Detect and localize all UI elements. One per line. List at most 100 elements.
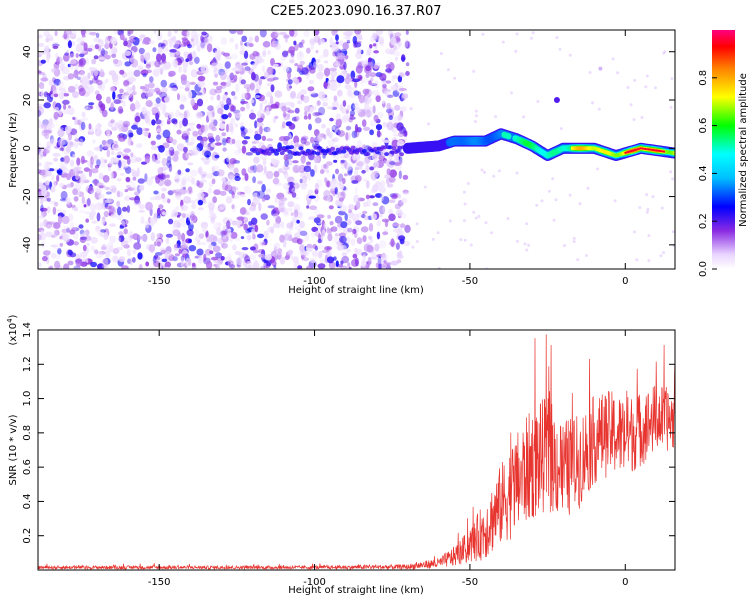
- heatmap-cell: [219, 135, 223, 142]
- heatmap-cell: [150, 145, 158, 151]
- heatmap-cell: [53, 157, 59, 162]
- heatmap-cell: [97, 263, 105, 269]
- heatmap-cell: [176, 222, 182, 228]
- heatmap-cell: [52, 152, 61, 157]
- heatmap-cell: [227, 112, 232, 118]
- heatmap-cell: [86, 197, 91, 207]
- heatmap-cell: [262, 50, 267, 57]
- heatmap-cell: [177, 218, 185, 223]
- heatmap-cell: [140, 216, 145, 225]
- heatmap-cell: [259, 102, 263, 111]
- heatmap-cell: [221, 234, 229, 243]
- heatmap-cell: [162, 172, 167, 181]
- heatmap-cell: [119, 33, 125, 41]
- heatmap-cell: [57, 215, 63, 225]
- heatmap-cell: [94, 164, 100, 169]
- heatmap-cell: [92, 139, 96, 144]
- heatmap-cell: [95, 32, 100, 38]
- heatmap-cell: [318, 91, 326, 100]
- heatmap-cell: [213, 189, 221, 196]
- heatmap-cell: [140, 54, 145, 63]
- heatmap-cell: [231, 194, 240, 199]
- heatmap-cell: [297, 164, 304, 172]
- heatmap-cell: [111, 186, 117, 194]
- heatmap-cell: [510, 91, 513, 95]
- heatmap-cell: [555, 36, 559, 40]
- heatmap-cell: [211, 165, 220, 172]
- heatmap-cell: [340, 221, 348, 229]
- heatmap-cell: [294, 142, 299, 148]
- heatmap-cell: [196, 112, 205, 118]
- heatmap-cell: [119, 88, 124, 94]
- heatmap-cell: [174, 150, 179, 156]
- heatmap-cell: [351, 213, 360, 222]
- heatmap-cell: [209, 250, 214, 254]
- heatmap-cell: [195, 92, 203, 96]
- heatmap-cell: [52, 89, 57, 94]
- heatmap-cell: [395, 242, 400, 250]
- heatmap-cell: [175, 51, 180, 56]
- heatmap-cell: [229, 138, 233, 146]
- heatmap-cell: [93, 37, 101, 43]
- heatmap-cell: [81, 111, 86, 118]
- heatmap-cell: [252, 176, 256, 184]
- heatmap-cell: [335, 233, 339, 237]
- heatmap-cell: [506, 217, 510, 221]
- heatmap-cell: [116, 178, 122, 182]
- heatmap-cell: [323, 222, 327, 230]
- heatmap-cell: [56, 169, 63, 174]
- heatmap-cell: [40, 199, 44, 205]
- heatmap-cell: [240, 236, 245, 240]
- heatmap-cell: [388, 208, 393, 215]
- colorbar-tick-label: 0.0: [698, 261, 709, 277]
- heatmap-cell: [67, 40, 72, 49]
- heatmap-cell: [66, 106, 75, 116]
- heatmap-cell: [405, 71, 410, 76]
- heatmap-cell: [206, 43, 213, 53]
- heatmap-cell: [397, 40, 402, 47]
- heatmap-cell: [187, 44, 192, 49]
- heatmap-cell: [156, 53, 162, 62]
- heatmap-cell: [222, 234, 226, 239]
- heatmap-cell: [159, 91, 168, 99]
- heatmap-cell: [304, 151, 309, 156]
- heatmap-cell: [41, 171, 46, 180]
- heatmap-cell: [185, 58, 189, 63]
- heatmap-cell: [108, 205, 115, 214]
- heatmap-cell: [398, 170, 402, 179]
- heatmap-cell: [154, 60, 161, 68]
- heatmap-cell: [288, 185, 296, 194]
- heatmap-cell: [239, 207, 247, 215]
- heatmap-cell: [247, 211, 251, 216]
- heatmap-cell: [357, 248, 363, 256]
- heatmap-cell: [216, 52, 221, 61]
- heatmap-cell: [376, 231, 380, 240]
- heatmap-cell: [127, 139, 133, 146]
- heatmap-cell: [337, 149, 343, 154]
- heatmap-cell: [83, 30, 92, 35]
- heatmap-cell: [67, 73, 75, 80]
- heatmap-cell: [306, 47, 311, 54]
- heatmap-cell: [221, 177, 226, 182]
- heatmap-cell: [329, 37, 334, 46]
- heatmap-cell: [439, 52, 443, 55]
- heatmap-cell: [52, 101, 57, 109]
- heatmap-cell: [628, 150, 631, 153]
- heatmap-cell: [394, 115, 400, 120]
- heatmap-cell: [226, 231, 232, 238]
- heatmap-cell: [153, 190, 159, 195]
- heatmap-cell: [133, 186, 141, 195]
- heatmap-cell: [342, 114, 351, 122]
- heatmap-cell: [396, 122, 404, 131]
- heatmap-cell: [289, 55, 295, 62]
- heatmap-cell: [313, 193, 320, 203]
- heatmap-cell: [394, 32, 402, 37]
- heatmap-cell: [98, 100, 103, 108]
- heatmap-cell: [649, 148, 652, 151]
- heatmap-cell: [53, 115, 57, 123]
- heatmap-cell: [284, 210, 289, 215]
- heatmap-cell: [355, 220, 362, 226]
- heatmap-cell: [333, 124, 339, 133]
- heatmap-cell: [361, 119, 367, 127]
- heatmap-cell: [79, 57, 87, 66]
